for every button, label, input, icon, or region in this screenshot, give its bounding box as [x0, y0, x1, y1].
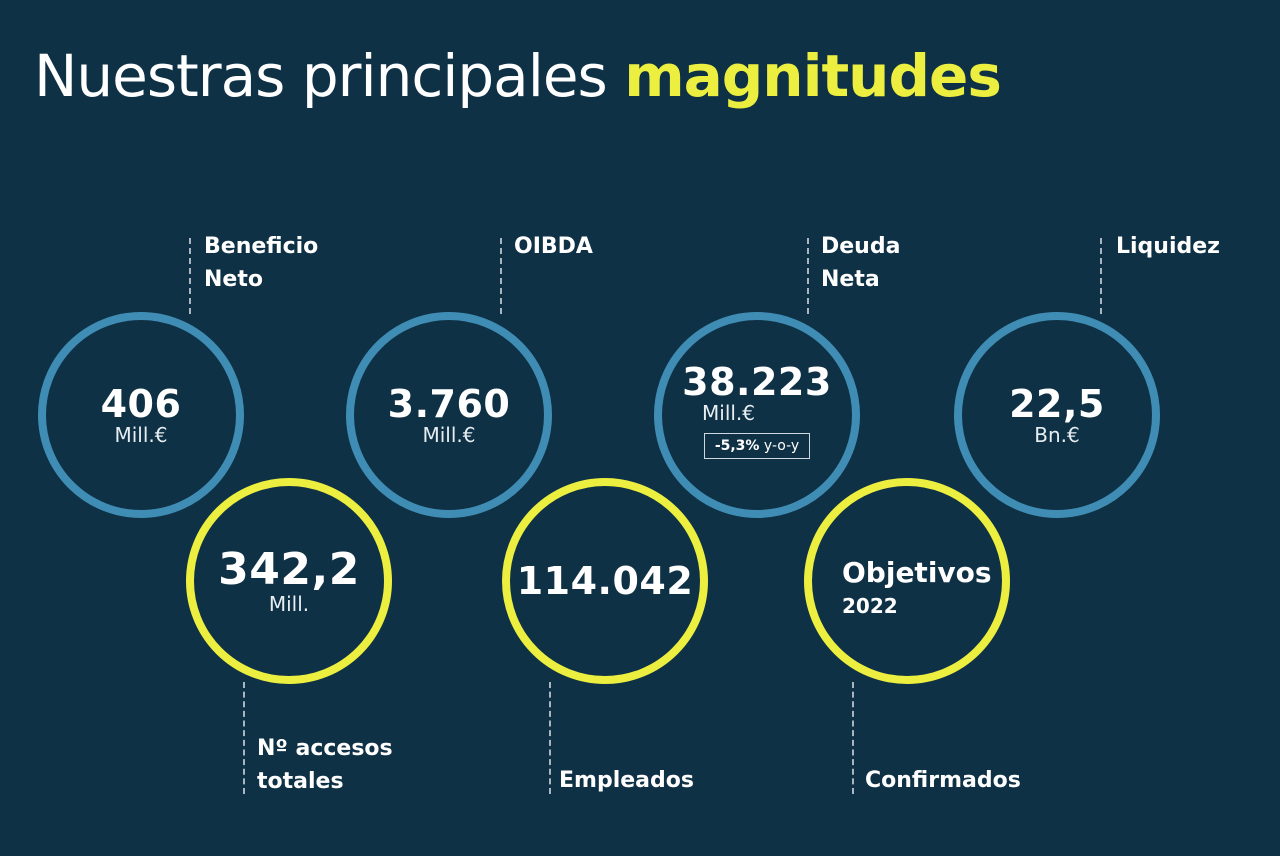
objetivos-connector-line [852, 682, 854, 794]
objetivos-circle: Objetivos 2022 [804, 478, 1010, 684]
beneficio-unit: Mill.€ [114, 423, 168, 447]
oibda-label: OIBDA [514, 234, 593, 259]
oibda-value: 3.760 [387, 382, 511, 426]
accesos-connector-line [243, 682, 245, 794]
liquidez-circle: 22,5 Bn.€ [954, 312, 1160, 518]
liquidez-label: Liquidez [1116, 234, 1220, 259]
title-highlight: magnitudes [624, 42, 1002, 110]
deuda-unit: Mill.€ [702, 401, 756, 426]
accesos-value: 342,2 [218, 544, 360, 595]
oibda-connector-line [500, 238, 502, 314]
empleados-circle: 114.042 [502, 478, 708, 684]
title-regular: Nuestras principales [34, 42, 625, 110]
page-title: Nuestras principales magnitudes [34, 42, 1002, 112]
deuda-label: Deuda Neta [821, 234, 901, 292]
liquidez-value: 22,5 [1009, 382, 1105, 426]
liquidez-unit: Bn.€ [1034, 423, 1080, 447]
objetivos-title: Objetivos [842, 556, 992, 589]
empleados-value: 114.042 [516, 559, 694, 603]
objetivos-year: 2022 [842, 593, 898, 618]
liquidez-connector-line [1100, 238, 1102, 314]
beneficio-value: 406 [100, 382, 182, 426]
deuda-change-badge: -5,3% y-o-y [703, 433, 811, 460]
accesos-unit: Mill. [268, 592, 310, 616]
beneficio-circle: 406 Mill.€ [38, 312, 244, 518]
deuda-connector-line [807, 238, 809, 314]
deuda-value: 38.223 [682, 360, 832, 405]
objetivos-label: Confirmados [865, 768, 1021, 793]
oibda-unit: Mill.€ [422, 423, 476, 447]
empleados-connector-line [549, 682, 551, 794]
empleados-label: Empleados [559, 768, 694, 793]
deuda-circle: 38.223 Mill.€ -5,3% y-o-y [654, 312, 860, 518]
beneficio-connector-line [189, 238, 191, 314]
accesos-label: Nº accesos totales [257, 736, 393, 794]
accesos-circle: 342,2 Mill. [186, 478, 392, 684]
oibda-circle: 3.760 Mill.€ [346, 312, 552, 518]
beneficio-label: Beneficio Neto [204, 234, 319, 292]
